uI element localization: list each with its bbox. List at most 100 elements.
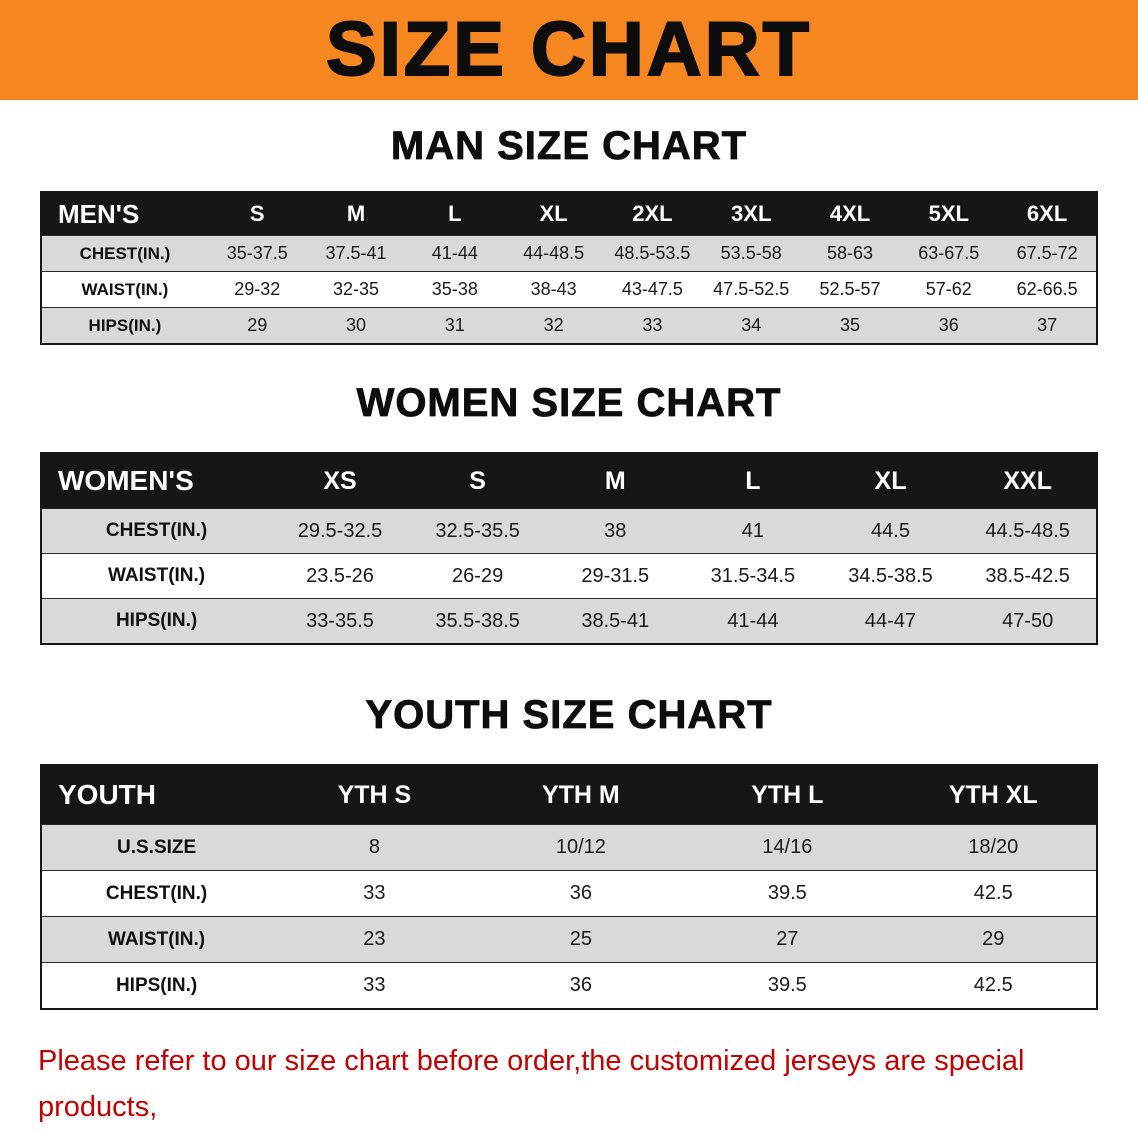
order-policy-line-1: Please refer to our size chart before or… — [38, 1045, 1025, 1124]
measurement-value: 48.5-53.5 — [614, 243, 691, 263]
measurement-value: 33 — [363, 882, 386, 904]
measurement-value: 53.5-58 — [720, 243, 782, 263]
youth-size-table: YOUTH YTH S YTH M YTH L YTH XL U.S.SIZE 8 10/12… — [40, 764, 1098, 1010]
measurement-value: 42.5 — [973, 974, 1013, 996]
size-header-cell: 2XL — [632, 201, 673, 226]
measurement-value: 14/16 — [762, 836, 813, 858]
size-header-cell: S — [249, 201, 265, 226]
order-policy-note: Please refer to our size chart before or… — [38, 1038, 1100, 1132]
measurement-label: HIPS(IN.) — [115, 610, 198, 631]
measurement-value: 29 — [247, 315, 268, 335]
measurement-value: 37.5-41 — [325, 243, 387, 263]
measurement-value: 62-66.5 — [1016, 279, 1078, 299]
measurement-value: 10/12 — [555, 836, 606, 858]
measurement-label: CHEST(IN.) — [79, 243, 171, 263]
measurement-value: 32-35 — [333, 279, 380, 299]
women-size-table: WOMEN'S XS S M L XL XXL CHEST(IN.) 29.5-32.5 32.5… — [40, 452, 1098, 645]
measurement-label: CHEST(IN.) — [105, 520, 208, 541]
measurement-value: 38.5-41 — [581, 609, 650, 632]
measurement-value: 38 — [604, 519, 627, 542]
size-header-cell: M — [604, 466, 626, 495]
measurement-value: 36 — [938, 315, 959, 335]
measurement-value: 41-44 — [431, 243, 478, 263]
measurement-value: 57-62 — [925, 279, 972, 299]
table-header-row: YOUTH YTH S YTH M YTH L YTH XL — [41, 765, 1097, 825]
measurement-value: 63-67.5 — [918, 243, 980, 263]
banner: SIZE CHART — [0, 0, 1138, 100]
measurement-row: WAIST(IN.) 29-32 32-35 35-38 38-43 43-47.5 47.… — [41, 271, 1097, 308]
table-header-row: WOMEN'S XS S M L XL XXL — [41, 453, 1097, 509]
measurement-row: WAIST(IN.) 23 25 27 29 — [41, 916, 1097, 963]
measurement-value: 36 — [569, 882, 592, 904]
measurement-value: 25 — [569, 928, 592, 950]
table-title-cell: MEN'S — [58, 198, 140, 229]
size-header-cell: XL — [874, 466, 907, 495]
measurement-value: 67.5-72 — [1016, 243, 1078, 263]
size-header-cell: 6XL — [1026, 201, 1068, 226]
measurement-label: HIPS(IN.) — [115, 974, 198, 996]
table-header-row: MEN'S S M L XL 2XL 3XL 4XL 5XL 6XL — [41, 192, 1097, 236]
measurement-value: 31 — [444, 315, 465, 335]
measurement-value: 33-35.5 — [306, 609, 374, 632]
measurement-value: 29 — [982, 928, 1005, 950]
size-header-cell: 4XL — [829, 201, 871, 226]
measurement-value: 38-43 — [530, 279, 577, 299]
size-header-cell: XL — [539, 201, 568, 226]
measurement-row: WAIST(IN.) 23.5-26 26-29 29-31.5 31.5-34.5 34… — [41, 553, 1097, 599]
measurement-value: 27 — [776, 928, 799, 950]
measurement-value: 34.5-38.5 — [848, 564, 933, 587]
measurement-value: 43-47.5 — [621, 279, 683, 299]
measurement-value: 58-63 — [826, 243, 874, 263]
measurement-value: 41 — [741, 519, 764, 542]
measurement-value: 23.5-26 — [306, 564, 374, 587]
measurement-value: 32.5-35.5 — [435, 519, 520, 542]
measurement-value: 39.5 — [767, 974, 807, 996]
measurement-value: 35.5-38.5 — [435, 609, 520, 632]
measurement-value: 44-47 — [864, 609, 917, 632]
size-header-cell: YTH L — [751, 780, 824, 809]
size-header-cell: L — [745, 466, 761, 495]
men-size-table: MEN'S S M L XL 2XL 3XL 4XL 5XL 6XL CHEST(IN.) 35-37… — [40, 191, 1098, 345]
measurement-value: 35-37.5 — [226, 243, 288, 263]
measurement-value: 18/20 — [968, 836, 1019, 858]
table-title-cell: WOMEN'S — [58, 465, 194, 496]
measurement-value: 33 — [363, 974, 386, 996]
measurement-label: WAIST(IN.) — [108, 928, 206, 950]
measurement-value: 39.5 — [767, 882, 807, 904]
measurement-value: 31.5-34.5 — [710, 564, 796, 587]
measurement-value: 29.5-32.5 — [297, 519, 383, 542]
measurement-value: 41-44 — [727, 609, 779, 632]
size-header-cell: S — [469, 466, 486, 495]
measurement-value: 32 — [543, 315, 564, 335]
measurement-value: 36 — [569, 974, 592, 996]
women-section-heading: WOMEN SIZE CHART — [356, 381, 782, 426]
measurement-value: 8 — [368, 836, 380, 858]
measurement-row: HIPS(IN.) 33-35.5 35.5-38.5 38.5-41 41-44 44-… — [41, 598, 1097, 644]
measurement-value: 37 — [1037, 315, 1058, 335]
measurement-value: 29-32 — [234, 279, 281, 299]
measurement-value: 33 — [642, 315, 663, 335]
men-size-section: MAN SIZE CHART MEN'S S M L XL 2XL 3XL 4XL 5XL 6XL… — [0, 124, 1138, 345]
banner-title: SIZE CHART — [325, 7, 812, 92]
size-header-cell: M — [346, 201, 366, 226]
size-header-cell: 5XL — [928, 201, 969, 226]
table-title-cell: YOUTH — [58, 779, 156, 810]
measurement-value: 47.5-52.5 — [713, 279, 790, 299]
measurement-label: U.S.SIZE — [117, 836, 197, 858]
size-header-cell: YTH M — [541, 780, 620, 809]
measurement-row: CHEST(IN.) 35-37.5 37.5-41 41-44 44-48.5 48.5… — [41, 235, 1097, 272]
measurement-value: 44.5-48.5 — [985, 519, 1070, 542]
measurement-value: 38.5-42.5 — [985, 564, 1070, 587]
measurement-value: 34 — [741, 315, 762, 335]
measurement-value: 23 — [363, 928, 386, 950]
measurement-value: 42.5 — [973, 882, 1013, 904]
size-header-cell: YTH S — [337, 780, 412, 809]
measurement-row: HIPS(IN.) 33 36 39.5 42.5 — [41, 962, 1097, 1009]
size-header-cell: YTH XL — [948, 780, 1038, 809]
measurement-value: 47-50 — [1002, 609, 1054, 632]
measurement-value: 44.5 — [871, 519, 910, 542]
men-section-heading: MAN SIZE CHART — [390, 124, 748, 169]
measurement-value: 52.5-57 — [819, 279, 881, 299]
size-header-cell: 3XL — [731, 201, 772, 226]
